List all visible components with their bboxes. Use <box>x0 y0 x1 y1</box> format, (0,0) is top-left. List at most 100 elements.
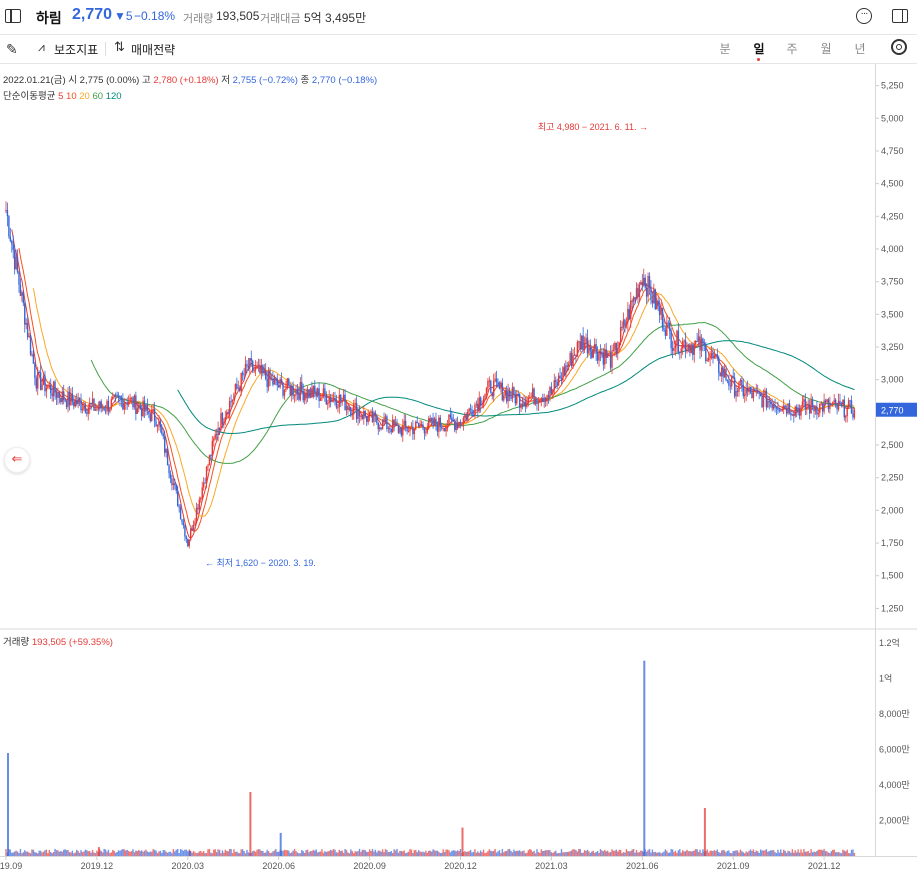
candle-body <box>32 354 35 364</box>
scroll-back-button[interactable]: ⇐ <box>4 447 30 473</box>
volume-bar <box>410 849 413 856</box>
volume-bar <box>803 849 805 856</box>
candle-body <box>83 405 85 410</box>
candle-body <box>797 407 799 412</box>
volume-bar <box>276 851 278 856</box>
candle-body <box>5 210 7 212</box>
volume-bar <box>153 849 156 856</box>
candle-body <box>546 395 548 402</box>
volume-bar <box>396 848 398 856</box>
candle-body <box>764 390 766 394</box>
candle-body <box>713 356 716 359</box>
ma5-legend: 5 <box>58 91 64 102</box>
candle-body <box>547 395 550 397</box>
candle-body <box>821 403 824 412</box>
strategy-button[interactable]: 매매전략 <box>131 43 176 57</box>
candle-body <box>87 407 89 414</box>
volume-y-tick-label: 1.2억 <box>879 637 900 648</box>
volume-bar <box>39 850 42 856</box>
volume-bar <box>218 849 221 856</box>
volume-bar <box>227 851 229 856</box>
candle-body <box>202 482 205 488</box>
candle-body <box>63 391 65 401</box>
period-year[interactable]: 년 <box>854 42 866 56</box>
volume-bar <box>653 852 655 856</box>
left-panel-icon[interactable] <box>5 9 21 23</box>
volume-spike <box>461 827 464 856</box>
indicator-icon[interactable]: ⩘ <box>38 40 45 54</box>
period-week[interactable]: 주 <box>786 42 798 56</box>
candle-body <box>252 360 254 372</box>
volume-bar <box>328 850 330 856</box>
candle-body <box>143 400 146 412</box>
volume-bar <box>311 851 313 856</box>
candle-body <box>715 354 717 357</box>
indicator-button[interactable]: 보조지표 <box>54 43 99 57</box>
volume-bar <box>9 849 12 856</box>
period-minute[interactable]: 분 <box>719 42 731 56</box>
candle-body <box>543 397 545 402</box>
volume-bar <box>783 849 785 856</box>
volume-bar <box>315 849 317 856</box>
candle-body <box>151 409 153 421</box>
volume-bar <box>145 849 147 856</box>
candle-body <box>795 406 798 412</box>
volume-bar <box>351 851 353 856</box>
candle-body <box>273 378 276 385</box>
volume-bar <box>120 849 123 856</box>
volume-bar <box>67 850 69 856</box>
candle-body <box>133 395 136 408</box>
candle-body <box>526 402 528 407</box>
settings-icon[interactable] <box>891 39 907 55</box>
candle-body <box>537 402 540 404</box>
candle-body <box>397 424 400 433</box>
strategy-icon[interactable]: ⇅ <box>114 39 125 54</box>
volume-bar <box>18 853 20 856</box>
candle-body <box>696 341 698 343</box>
right-panel-icon[interactable] <box>892 9 908 23</box>
candle-body <box>272 378 274 385</box>
volume-y-tick-label: 6,000만 <box>879 744 910 754</box>
candle-body <box>220 413 222 430</box>
candle-body <box>432 417 434 426</box>
candle-body <box>770 402 772 404</box>
volume-bar <box>54 848 56 856</box>
volume-bar <box>241 849 244 856</box>
volume-bar <box>732 851 734 856</box>
volume-bar <box>720 850 723 856</box>
candle-body <box>744 394 746 397</box>
volume-bar <box>611 849 613 856</box>
candle-body <box>660 307 662 315</box>
candle-body <box>318 388 320 401</box>
volume-bar <box>676 852 678 856</box>
period-day[interactable]: 일 <box>750 40 768 61</box>
volume-bar <box>425 850 427 856</box>
candle-body <box>596 353 599 361</box>
candle-body <box>810 399 812 414</box>
volume-bar <box>746 852 749 856</box>
volume-bar <box>24 850 26 856</box>
volume-bar <box>817 849 820 856</box>
candle-body <box>55 392 58 398</box>
candle-body <box>729 385 732 387</box>
candle-body <box>438 417 440 432</box>
candle-body <box>407 431 410 433</box>
volume-bar <box>71 850 74 856</box>
candle-body <box>582 335 584 350</box>
volume-bar <box>406 852 408 856</box>
candle-body <box>565 365 567 376</box>
volume-bar <box>394 850 397 856</box>
period-month[interactable]: 월 <box>820 42 832 56</box>
candle-body <box>159 421 162 428</box>
volume-bar <box>11 852 13 856</box>
candle-body <box>462 417 465 425</box>
pencil-icon[interactable]: ✎ <box>6 41 18 57</box>
candle-body <box>784 405 786 409</box>
candle-body <box>497 382 499 385</box>
volume-bar <box>656 852 658 856</box>
candle-body <box>228 401 231 415</box>
candle-body <box>379 427 381 430</box>
more-options-icon[interactable]: ··· <box>856 8 872 24</box>
volume-bar <box>645 851 648 856</box>
